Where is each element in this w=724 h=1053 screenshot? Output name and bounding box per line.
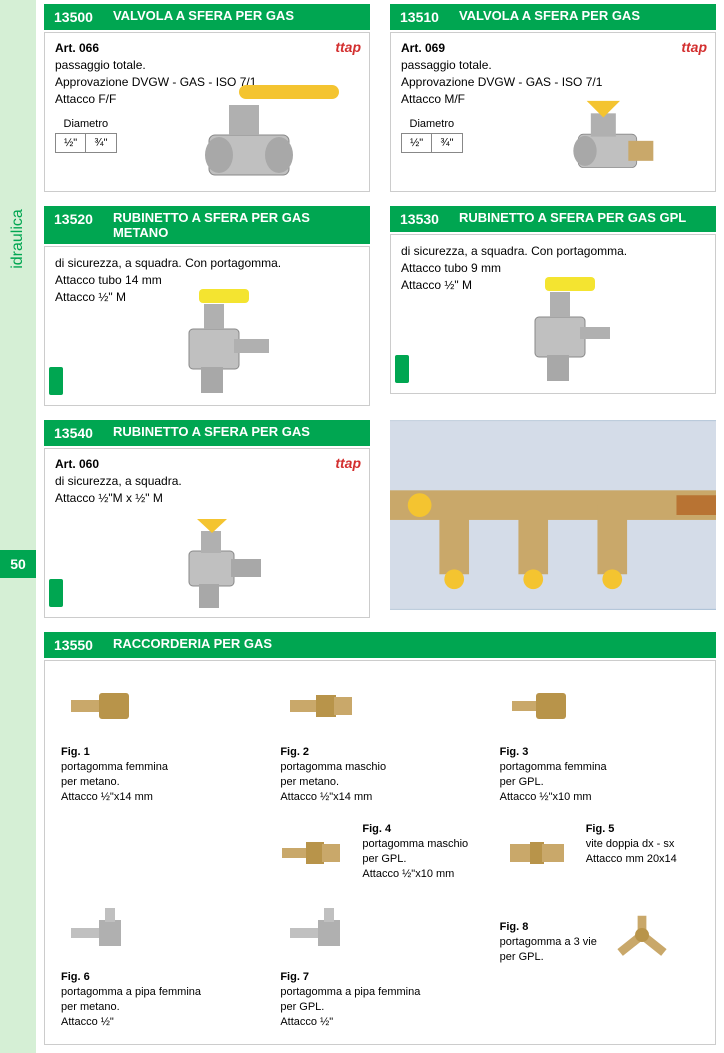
fitting-image xyxy=(61,675,141,735)
fitting-item: Fig. 1portagomma femminaper metano.Attac… xyxy=(61,675,260,804)
diameter-table: Diametro ½"¾" xyxy=(401,115,463,153)
brand-logo: ttap xyxy=(335,455,361,471)
product-code: 13510 xyxy=(390,4,449,30)
product-title: VALVOLA A SFERA PER GAS xyxy=(103,4,370,30)
valve-image xyxy=(495,267,635,387)
fittings-section: 13550 RACCORDERIA PER GAS Fig. 1portagom… xyxy=(44,632,716,1045)
product-title: RUBINETTO A SFERA PER GAS GPL xyxy=(449,206,716,232)
fitting-item: Fig. 8portagomma a 3 vieper GPL. xyxy=(500,900,699,1029)
product-card: 13510 VALVOLA A SFERA PER GAS ttap Art. … xyxy=(390,4,716,192)
product-code: 13530 xyxy=(390,206,449,232)
eco-tag-icon xyxy=(395,355,409,383)
product-code: 13520 xyxy=(44,206,103,244)
product-card: 13540 RUBINETTO A SFERA PER GAS ttap Art… xyxy=(44,420,370,618)
product-card: 13520 RUBINETTO A SFERA PER GAS METANO d… xyxy=(44,206,370,406)
product-desc: di sicurezza, a squadra. Attacco ½"M x ½… xyxy=(55,473,359,507)
fitting-image xyxy=(272,822,352,882)
product-title: RACCORDERIA PER GAS xyxy=(103,632,716,658)
article-number: Art. 069 xyxy=(401,41,705,55)
product-title: VALVOLA A SFERA PER GAS xyxy=(449,4,716,30)
brand-logo: ttap xyxy=(681,39,707,55)
fitting-item: Fig. 7portagomma a pipa femminaper GPL.A… xyxy=(280,900,479,1029)
product-title: RUBINETTO A SFERA PER GAS xyxy=(103,420,370,446)
fitting-image xyxy=(61,900,141,960)
valve-image xyxy=(545,75,695,185)
valve-image xyxy=(169,75,349,185)
product-title: RUBINETTO A SFERA PER GAS METANO xyxy=(103,206,370,244)
brand-logo: ttap xyxy=(335,39,361,55)
fitting-item xyxy=(61,822,252,882)
installation-photo xyxy=(390,420,716,618)
product-code: 13540 xyxy=(44,420,103,446)
fitting-item: Fig. 2portagomma maschioper metano.Attac… xyxy=(280,675,479,804)
fitting-item: Fig. 6portagomma a pipa femminaper metan… xyxy=(61,900,260,1029)
eco-tag-icon xyxy=(49,367,63,395)
page-number: 50 xyxy=(0,550,36,578)
product-card: 13530 RUBINETTO A SFERA PER GAS GPL di s… xyxy=(390,206,716,406)
diameter-table: Diametro ½"¾" xyxy=(55,115,117,153)
fitting-item: Fig. 4portagomma maschioper GPL.Attacco … xyxy=(272,822,475,882)
fitting-image xyxy=(496,822,576,882)
fitting-image xyxy=(500,675,580,735)
fitting-image xyxy=(607,900,677,970)
eco-tag-icon xyxy=(49,579,63,607)
valve-image xyxy=(159,511,279,611)
fitting-image xyxy=(280,900,360,960)
product-card: 13500 VALVOLA A SFERA PER GAS ttap Art. … xyxy=(44,4,370,192)
fitting-item: Fig. 3portagomma femminaper GPL.Attacco … xyxy=(500,675,699,804)
valve-image xyxy=(149,279,289,399)
main-content: 13500 VALVOLA A SFERA PER GAS ttap Art. … xyxy=(36,0,724,1053)
product-code: 13550 xyxy=(44,632,103,658)
category-label: idraulica xyxy=(9,209,27,269)
article-number: Art. 060 xyxy=(55,457,359,471)
article-number: Art. 066 xyxy=(55,41,359,55)
fitting-image xyxy=(280,675,360,735)
fitting-item: Fig. 5vite doppia dx - sxAttacco mm 20x1… xyxy=(496,822,699,882)
sidebar: idraulica 50 xyxy=(0,0,36,1053)
product-code: 13500 xyxy=(44,4,103,30)
